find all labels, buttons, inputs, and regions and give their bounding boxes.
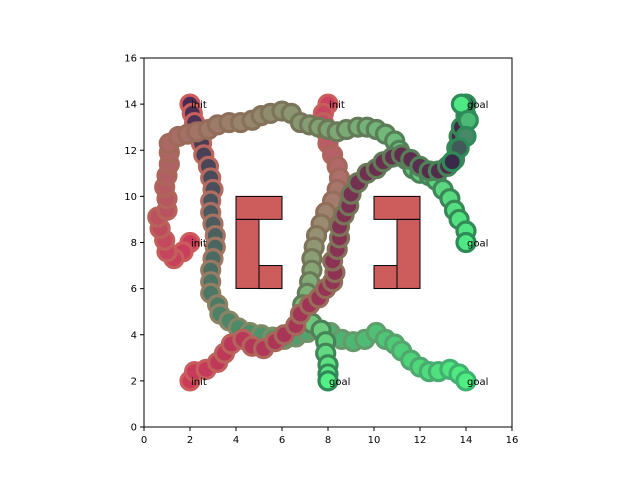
x-tick-label: 10 bbox=[368, 435, 381, 446]
x-tick-label: 14 bbox=[460, 435, 473, 446]
annotation-goal-7: goal bbox=[329, 377, 350, 388]
y-tick-label: 14 bbox=[124, 100, 137, 111]
x-tick-label: 6 bbox=[279, 435, 285, 446]
series-5 bbox=[441, 93, 479, 173]
series-layer bbox=[147, 93, 479, 392]
obstacle-1 bbox=[235, 195, 283, 220]
x-tick-label: 8 bbox=[325, 435, 331, 446]
series-2-point bbox=[317, 370, 339, 392]
obstacle-2 bbox=[235, 218, 260, 289]
obstacle-6 bbox=[373, 265, 398, 290]
annotation-init-2: init bbox=[329, 100, 345, 111]
annotation-goal-8: goal bbox=[467, 377, 488, 388]
y-tick-label: 12 bbox=[124, 146, 137, 157]
x-tick-label: 12 bbox=[414, 435, 427, 446]
y-tick-label: 4 bbox=[131, 330, 137, 341]
series-1-point bbox=[455, 370, 477, 392]
x-tick-label: 4 bbox=[233, 435, 239, 446]
y-tick-label: 10 bbox=[124, 192, 137, 203]
y-tick-label: 0 bbox=[131, 423, 137, 434]
obstacles-layer bbox=[235, 195, 421, 290]
x-axis: 0 2 4 6 8 10 12 14 16 bbox=[141, 427, 519, 446]
x-tick-label: 2 bbox=[187, 435, 193, 446]
series-1 bbox=[179, 93, 477, 392]
y-tick-label: 2 bbox=[131, 376, 137, 387]
series-5-point bbox=[441, 151, 463, 173]
obstacle-3 bbox=[258, 265, 283, 290]
obstacle-4 bbox=[373, 195, 421, 220]
y-tick-label: 6 bbox=[131, 284, 137, 295]
annotation-goal-5: goal bbox=[467, 100, 488, 111]
y-tick-label: 8 bbox=[131, 238, 137, 249]
annotation-init-4: init bbox=[191, 377, 207, 388]
y-tick-label: 16 bbox=[124, 54, 137, 65]
x-tick-label: 0 bbox=[141, 435, 147, 446]
annotation-init-3: init bbox=[191, 239, 207, 250]
x-tick-label: 16 bbox=[506, 435, 519, 446]
annotation-init-1: init bbox=[191, 100, 207, 111]
series-3-point bbox=[455, 231, 477, 254]
obstacle-5 bbox=[396, 218, 421, 289]
annotation-goal-6: goal bbox=[467, 239, 488, 250]
y-axis: 0 2 4 6 8 10 12 14 16 bbox=[124, 54, 144, 434]
annotations-layer: init init init init goal goal goal goal bbox=[191, 100, 488, 388]
